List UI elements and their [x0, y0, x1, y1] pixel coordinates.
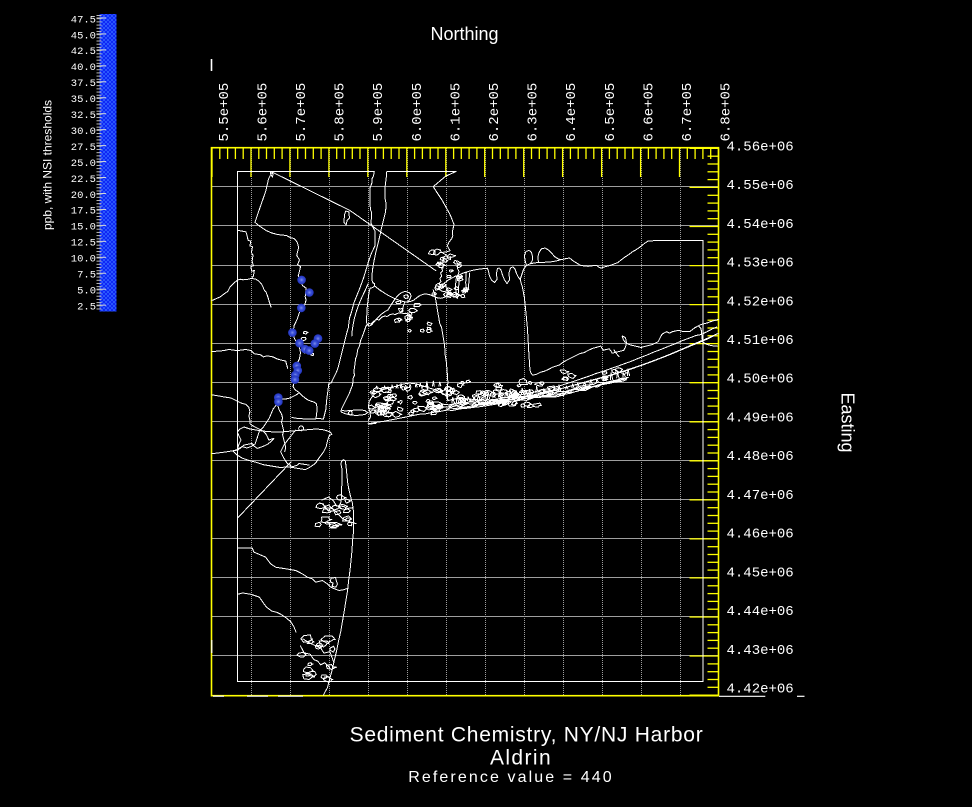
svg-text:Northing: Northing	[430, 24, 498, 44]
svg-text:17.5: 17.5	[71, 206, 96, 218]
svg-text:5.6e+05: 5.6e+05	[255, 83, 271, 142]
svg-text:25.0: 25.0	[71, 158, 96, 170]
svg-text:42.5: 42.5	[71, 46, 96, 58]
svg-text:4.47e+06: 4.47e+06	[727, 488, 794, 504]
svg-text:40.0: 40.0	[71, 62, 96, 74]
svg-text:6.3e+05: 6.3e+05	[526, 83, 542, 142]
svg-text:2.5: 2.5	[77, 301, 96, 313]
svg-text:27.5: 27.5	[71, 142, 96, 154]
svg-text:Aldrin: Aldrin	[490, 747, 552, 770]
svg-text:6.5e+05: 6.5e+05	[603, 83, 619, 142]
svg-text:4.53e+06: 4.53e+06	[727, 256, 794, 272]
svg-text:4.42e+06: 4.42e+06	[727, 682, 794, 698]
svg-text:4.50e+06: 4.50e+06	[727, 372, 794, 388]
svg-text:Easting: Easting	[838, 392, 858, 452]
svg-text:6.8e+05: 6.8e+05	[719, 83, 735, 142]
svg-text:4.43e+06: 4.43e+06	[727, 643, 794, 659]
svg-text:4.48e+06: 4.48e+06	[727, 449, 794, 465]
svg-text:32.5: 32.5	[71, 110, 96, 122]
svg-text:5.7e+05: 5.7e+05	[294, 83, 310, 142]
svg-text:5.5e+05: 5.5e+05	[217, 83, 233, 142]
svg-text:20.0: 20.0	[71, 190, 96, 202]
svg-text:10.0: 10.0	[71, 254, 96, 266]
svg-text:47.5: 47.5	[71, 14, 96, 26]
svg-text:6.0e+05: 6.0e+05	[410, 83, 426, 142]
svg-text:ppb, with NSI thresholds: ppb, with NSI thresholds	[41, 100, 55, 230]
svg-text:4.52e+06: 4.52e+06	[727, 294, 794, 310]
svg-text:6.2e+05: 6.2e+05	[487, 83, 503, 142]
svg-text:4.55e+06: 4.55e+06	[727, 178, 794, 194]
svg-text:6.7e+05: 6.7e+05	[680, 83, 696, 142]
svg-text:4.44e+06: 4.44e+06	[727, 604, 794, 620]
svg-text:45.0: 45.0	[71, 30, 96, 42]
svg-text:4.46e+06: 4.46e+06	[727, 527, 794, 543]
svg-text:6.4e+05: 6.4e+05	[564, 83, 580, 142]
svg-text:4.49e+06: 4.49e+06	[727, 411, 794, 427]
svg-text:30.0: 30.0	[71, 126, 96, 138]
svg-text:22.5: 22.5	[71, 174, 96, 186]
svg-text:37.5: 37.5	[71, 78, 96, 90]
svg-text:5.8e+05: 5.8e+05	[333, 83, 349, 142]
svg-text:12.5: 12.5	[71, 238, 96, 250]
svg-text:4.54e+06: 4.54e+06	[727, 217, 794, 233]
svg-text:7.5: 7.5	[77, 270, 96, 282]
svg-text:4.45e+06: 4.45e+06	[727, 565, 794, 581]
svg-text:35.0: 35.0	[71, 94, 96, 106]
svg-text:4.56e+06: 4.56e+06	[727, 139, 794, 155]
svg-text:5.0: 5.0	[77, 286, 96, 298]
svg-text:4.51e+06: 4.51e+06	[727, 333, 794, 349]
svg-text:Reference value = 440: Reference value = 440	[408, 769, 614, 786]
svg-text:Sediment Chemistry, NY/NJ Harb: Sediment Chemistry, NY/NJ Harbor	[350, 724, 704, 747]
svg-text:5.9e+05: 5.9e+05	[371, 83, 387, 142]
svg-text:15.0: 15.0	[71, 222, 96, 234]
svg-text:6.1e+05: 6.1e+05	[448, 83, 464, 142]
svg-text:6.6e+05: 6.6e+05	[641, 83, 657, 142]
